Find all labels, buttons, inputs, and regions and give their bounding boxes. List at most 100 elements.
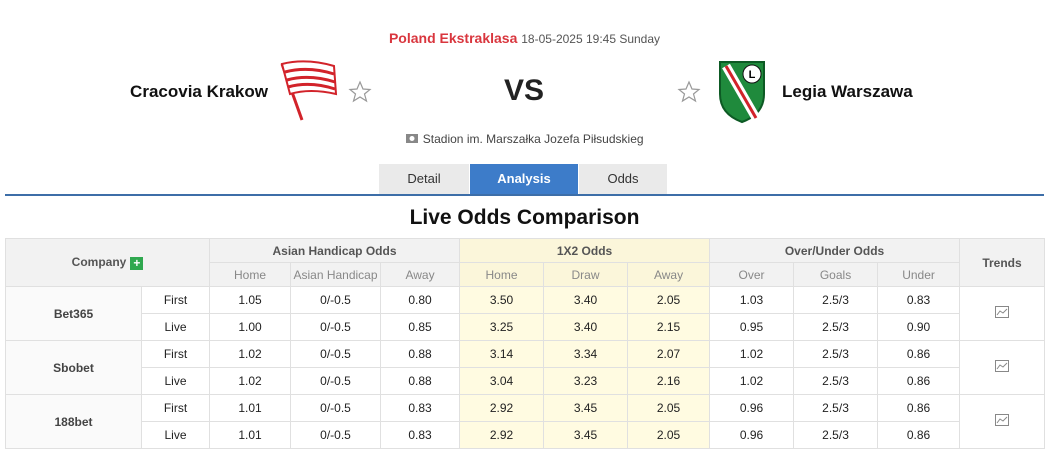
company-header: Company + [5,238,210,287]
trend-cell [959,394,1046,449]
subheader: Home [459,262,545,287]
league[interactable]: Poland Ekstraklasa [388,30,518,46]
odds-value: 0/-0.5 [290,421,381,449]
odds-value: 0/-0.5 [290,367,381,395]
company-label: Company [71,255,127,270]
odds-row: Live 1.00 0/-0.5 0.85 3.25 3.40 2.15 0.95 2.5/3 0… [6,313,1045,341]
company-name[interactable]: Sbobet [5,340,142,395]
odds-value: 3.40 [543,313,629,341]
add-company[interactable]: + [130,256,144,270]
odds-value: 3.34 [543,340,629,368]
odds-value: 2.5/3 [793,367,879,395]
trend-icon[interactable] [995,306,1010,318]
odds-row: 188bet First 1.01 0/-0.5 0.83 2.92 3.45 2.05 0.9… [5,394,1046,449]
odds-value: 2.92 [459,394,545,422]
favorite-star[interactable] [348,80,372,104]
datetime: 18-05-2025 19:45 Sunday [521,32,661,46]
odds-value: 1.00 [209,313,291,341]
subheader-row: Home Asian Handicap Away Home Draw Away Over Go… [6,262,1045,287]
away-team[interactable]: Legia Warszawa [782,82,913,101]
odds-value: 0.90 [877,313,961,341]
trend-cell [959,286,1046,341]
subheader: Away [379,262,461,287]
odds-value: 0.83 [379,394,461,422]
odds-value: 0.80 [379,286,461,314]
odds-value: 0/-0.5 [290,394,381,422]
stadium-icon [406,134,419,143]
odds-value: 3.45 [543,421,629,449]
away-logo: L [719,61,765,124]
odds-row: Bet365 First 1.05 0/-0.5 0.80 3.50 3.40 2.05 1.0… [5,286,1046,341]
home-logo [280,60,338,121]
trend-icon[interactable] [995,414,1010,426]
subheader: Under [877,262,961,287]
odds-value: 3.45 [543,394,629,422]
tab[interactable]: Detail [379,164,469,194]
odds-value: 2.05 [627,394,711,422]
odds-value: 1.02 [709,367,795,395]
odds-value: 0/-0.5 [290,340,381,368]
odds-table: Company + Asian Handicap Odds 1X2 Odds Over/… [5,238,1046,449]
odds-value: 2.5/3 [793,394,879,422]
company-name[interactable]: Bet365 [5,286,142,341]
odds-row: Live 1.01 0/-0.5 0.83 2.92 3.45 2.05 0.96 2.5/3 0… [6,421,1045,449]
tab[interactable]: Analysis [470,164,578,194]
odds-row: Sbobet First 1.02 0/-0.5 0.88 3.14 3.34 2.07 1.0… [5,340,1046,395]
tab[interactable]: Odds [579,164,667,194]
odds-value: 2.5/3 [793,286,879,314]
odds-value: 0.86 [877,340,961,368]
odds-value: 2.5/3 [793,421,879,449]
header-row: Company + Asian Handicap Odds 1X2 Odds Over/… [5,238,1046,287]
tabs: Detail Analysis Odds [379,164,667,194]
svg-text:L: L [749,69,756,81]
odds-row: Live 1.02 0/-0.5 0.88 3.04 3.23 2.16 1.02 2.5/3 0… [6,367,1045,395]
favorite-star[interactable] [677,80,701,104]
home-team[interactable]: Cracovia Krakow [130,82,268,101]
odds-type: Live [141,367,210,395]
odds-value: 2.07 [627,340,711,368]
odds-value: 2.05 [627,286,711,314]
group-header: Asian Handicap Odds [208,238,461,263]
odds-value: 0.83 [877,286,961,314]
trend-cell [959,340,1046,395]
odds-value: 3.25 [459,313,545,341]
odds-value: 0/-0.5 [290,313,381,341]
subheader: Over [709,262,795,287]
match-info: Poland Ekstraklasa 18-05-2025 19:45 Sund… [0,30,1049,46]
odds-value: 0.88 [379,340,461,368]
trends-header: Trends [959,238,1046,287]
odds-value: 2.5/3 [793,313,879,341]
company-name[interactable]: 188bet [5,394,142,449]
odds-value: 0.86 [877,394,961,422]
odds-value: 3.23 [543,367,629,395]
stadium: Stadion im. Marszałka Jozefa Piłsudskieg [0,132,1049,146]
tab-underline [5,194,1044,196]
odds-type: First [141,286,210,314]
odds-value: 2.05 [627,421,711,449]
odds-value: 1.05 [209,286,291,314]
stadium-name: Stadion im. Marszałka Jozefa Piłsudskieg [422,132,644,146]
odds-value: 0.96 [709,394,795,422]
group-header: Over/Under Odds [709,238,961,263]
odds-value: 0.95 [709,313,795,341]
subheader: Goals [793,262,879,287]
odds-type: First [141,340,210,368]
odds-value: 1.02 [209,367,291,395]
odds-type: Live [141,421,210,449]
subheader: Asian Handicap [290,262,381,287]
odds-type: First [141,394,210,422]
odds-value: 3.14 [459,340,545,368]
odds-value: 1.01 [209,421,291,449]
odds-value: 0/-0.5 [290,286,381,314]
group-header: 1X2 Odds [459,238,711,263]
vs: VS [504,74,545,107]
odds-value: 3.40 [543,286,629,314]
subheader: Away [627,262,711,287]
odds-value: 1.02 [209,340,291,368]
subheader: Home [209,262,291,287]
odds-value: 2.15 [627,313,711,341]
odds-type: Live [141,313,210,341]
section-title: Live Odds Comparison [409,206,640,229]
trend-icon[interactable] [995,360,1010,372]
